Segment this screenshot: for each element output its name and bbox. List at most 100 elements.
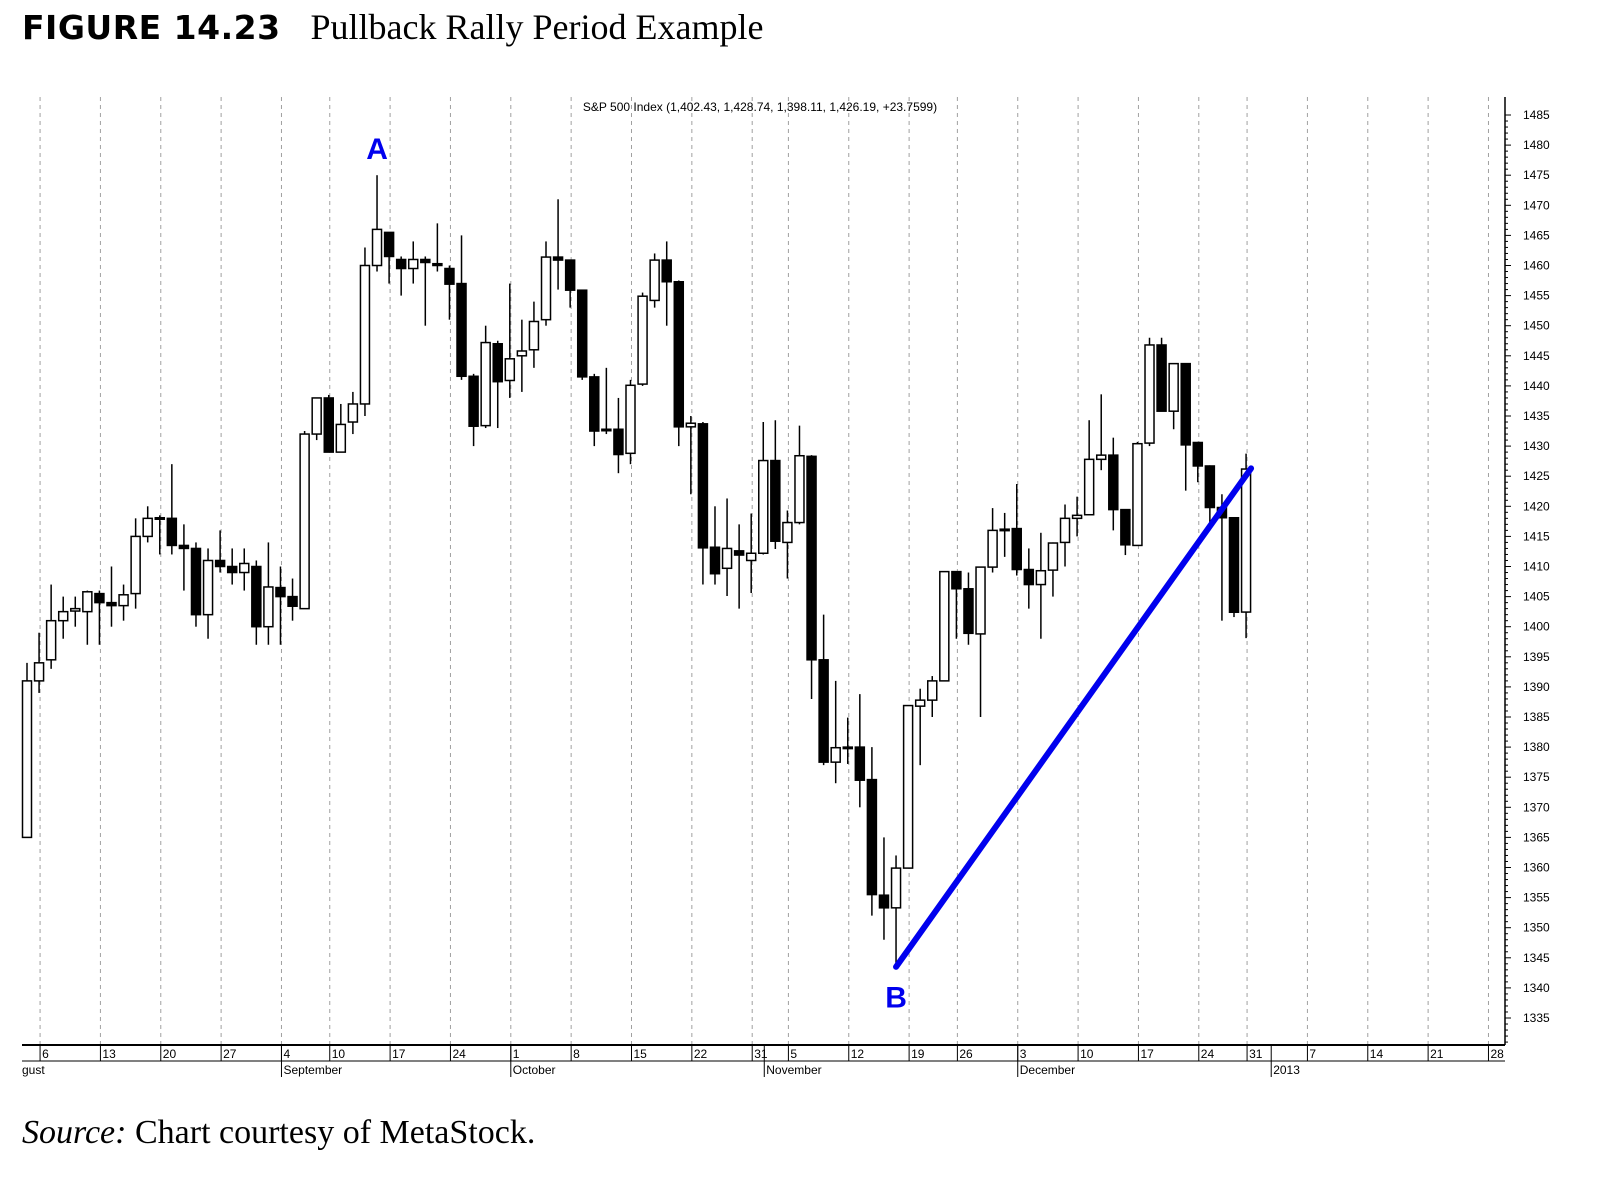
candle <box>914 688 926 766</box>
candle-body <box>576 289 588 378</box>
candle <box>275 566 286 645</box>
candle-body <box>178 544 190 550</box>
x-tick-label: 6 <box>42 1047 49 1061</box>
source-label: Source: <box>22 1114 127 1151</box>
point-label-a: A <box>366 133 388 166</box>
candle <box>1240 453 1252 639</box>
candle <box>733 524 745 609</box>
candle <box>745 513 757 593</box>
candle-body <box>492 343 503 383</box>
candle <box>661 241 672 326</box>
candle-body <box>999 528 1010 532</box>
candle <box>601 367 612 435</box>
x-tick-label: 3 <box>1020 1047 1027 1061</box>
candle-body <box>1071 514 1083 520</box>
y-tick-label: 1405 <box>1523 590 1550 604</box>
candle <box>239 548 250 591</box>
candle-body <box>697 423 709 549</box>
x-tick-label: 22 <box>694 1047 708 1061</box>
candle <box>383 231 395 284</box>
candle-body <box>661 259 672 283</box>
candle-body <box>154 516 166 520</box>
candle-body <box>323 397 334 453</box>
y-tick-label: 1445 <box>1523 349 1550 363</box>
candle <box>178 524 190 591</box>
y-tick-label: 1420 <box>1523 499 1550 513</box>
candle-body <box>975 566 986 635</box>
y-tick-label: 1465 <box>1523 228 1550 242</box>
candle <box>480 325 491 429</box>
candle <box>1144 337 1155 447</box>
candle <box>226 548 238 585</box>
candle-body <box>1156 344 1167 412</box>
candle <box>878 837 890 940</box>
candle <box>106 566 117 627</box>
candle <box>1192 441 1204 483</box>
candle <box>951 570 962 639</box>
month-label: October <box>513 1063 556 1077</box>
candle-body <box>1228 516 1240 614</box>
y-tick-label: 1435 <box>1523 409 1550 423</box>
candle <box>142 506 153 543</box>
x-tick-label: 19 <box>911 1047 925 1061</box>
candle-body <box>1132 442 1143 547</box>
candle-body <box>564 259 576 291</box>
candle <box>456 235 467 380</box>
x-tick-label: 1 <box>513 1047 520 1061</box>
candle-body <box>118 594 129 607</box>
candle-body <box>263 586 274 628</box>
y-tick-label: 1360 <box>1523 861 1550 875</box>
candle <box>818 614 829 766</box>
candle-body <box>142 517 153 538</box>
candle-body <box>214 559 226 568</box>
candle <box>697 422 709 585</box>
candle <box>939 570 950 682</box>
y-tick-label: 1355 <box>1523 891 1550 905</box>
candle-body <box>1192 441 1204 467</box>
candle <box>1083 420 1095 516</box>
candle <box>782 510 793 579</box>
candle <box>649 253 660 308</box>
candle <box>1071 496 1083 537</box>
candle-body <box>987 529 998 568</box>
y-tick-label: 1365 <box>1523 830 1550 844</box>
candle-body <box>407 258 419 270</box>
candle-body <box>311 397 322 435</box>
candle <box>1011 484 1022 576</box>
x-tick-label: 10 <box>332 1047 346 1061</box>
y-tick-label: 1455 <box>1523 289 1550 303</box>
candle-body <box>21 680 33 839</box>
y-tick-label: 1470 <box>1523 198 1550 212</box>
candle-body <box>1047 542 1059 571</box>
candle <box>214 530 226 573</box>
candle <box>299 431 310 610</box>
candle <box>347 391 359 435</box>
candle-body <box>287 595 298 607</box>
candle <box>866 747 878 916</box>
candle-body <box>371 228 383 267</box>
candle <box>625 379 636 465</box>
candle <box>890 855 902 968</box>
candle <box>82 590 93 645</box>
candle-body <box>420 258 431 264</box>
candle-body <box>190 547 202 616</box>
candle-body <box>45 619 57 661</box>
candle-body <box>1083 458 1095 516</box>
candle <box>999 512 1010 557</box>
x-tick-label: 15 <box>634 1047 648 1061</box>
candle-body <box>528 320 540 351</box>
candle-body <box>383 231 395 258</box>
candle-body <box>1168 362 1179 412</box>
candle <box>721 498 733 596</box>
trendline <box>893 465 1255 970</box>
y-tick-label: 1485 <box>1523 108 1550 122</box>
candle <box>830 680 841 784</box>
x-tick-label: 7 <box>1309 1047 1316 1061</box>
candle <box>1023 548 1035 609</box>
candle-body <box>166 517 178 547</box>
x-tick-label: 12 <box>851 1047 865 1061</box>
month-label: November <box>766 1063 821 1077</box>
candle-body <box>335 423 347 453</box>
candle <box>395 256 407 296</box>
candle <box>407 241 419 284</box>
